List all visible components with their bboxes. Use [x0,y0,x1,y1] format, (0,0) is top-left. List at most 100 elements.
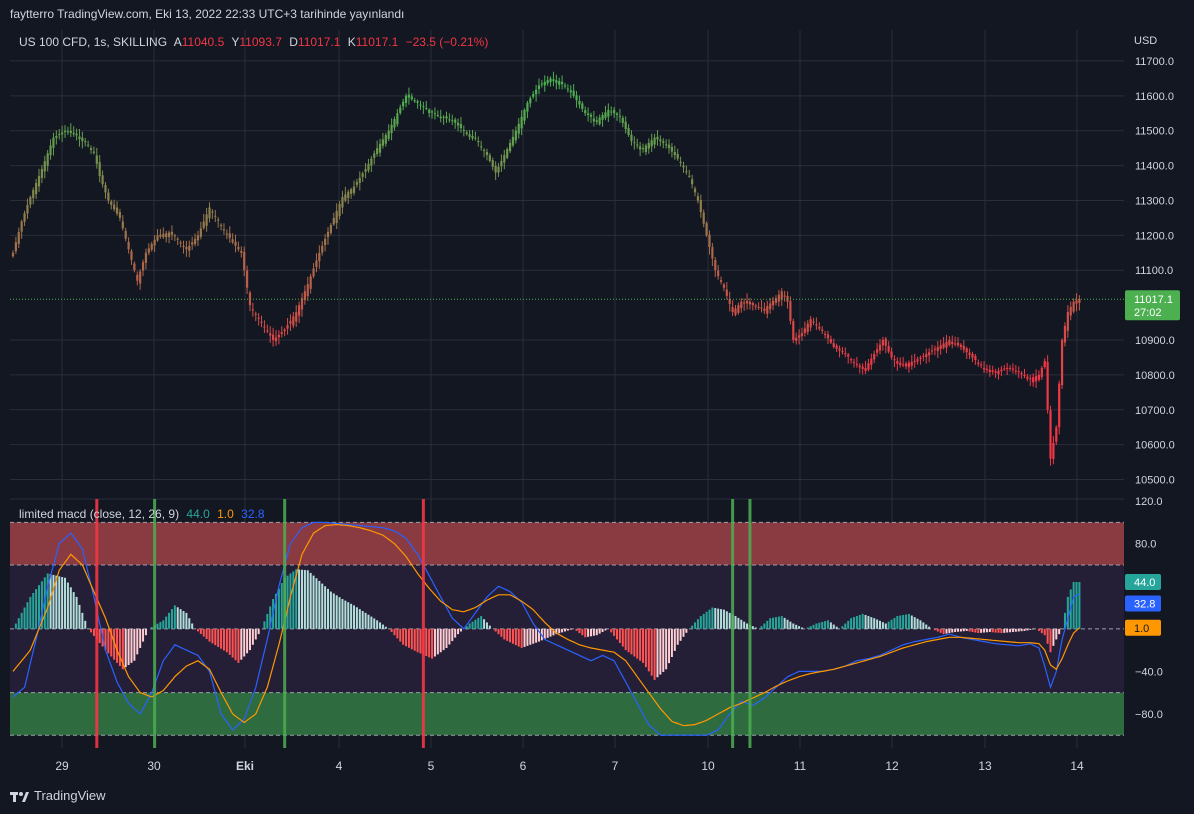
candle-body [751,302,754,306]
macd-histogram-bar [670,628,673,658]
time-tick-label: 14 [1070,759,1084,773]
macd-histogram-bar [668,628,671,664]
candle-body [468,134,471,137]
macd-histogram-bar [824,621,827,629]
macd-histogram-bar [673,628,676,651]
time-tick-label: Eki [236,759,254,773]
candle-body [636,144,639,146]
symbol-legend[interactable]: US 100 CFD, 1s, SKILLING A11040.5 Y11093… [19,35,492,49]
last-price-badge[interactable] [1125,290,1180,321]
macd-histogram-bar [1058,628,1061,635]
macd-histogram-bar [251,628,254,645]
macd-histogram-bar [231,628,234,658]
macd-histogram-bar [439,628,442,653]
low-key: D [289,35,298,49]
candle-body [384,135,387,144]
macd-histogram-bar [1040,628,1043,634]
macd-histogram-bar [965,628,968,631]
macd-histogram-bar [303,570,306,629]
macd-histogram-bar [1011,628,1014,633]
macd-histogram-bar [725,611,728,629]
indicator-legend[interactable]: limited macd (close, 12, 26, 9) 44.0 1.0… [19,507,265,521]
macd-histogram-bar [523,628,526,647]
macd-histogram-bar [332,593,335,629]
candle-body [396,113,399,125]
candle-body [26,205,29,214]
macd-histogram-bar [133,628,136,661]
signal-value-badge[interactable] [1125,619,1161,636]
macd-histogram-bar [916,618,919,629]
candle-body [743,302,746,304]
candle-body [662,141,665,143]
tradingview-footer[interactable]: TradingView [10,788,106,803]
macd-histogram-bar [497,628,500,635]
candle-body [485,151,489,156]
time-tick-label: 10 [701,759,715,773]
candle-body [511,136,515,146]
price-tick-label: 11500.0 [1135,126,1174,138]
macd-histogram-bar [962,628,965,632]
macd-value-badge[interactable] [1125,595,1161,612]
candle-body [936,346,939,352]
macd-histogram-bar [165,616,168,629]
indicator-name[interactable]: limited macd (close, 12, 26, 9) [19,507,180,521]
macd-histogram-bar [433,628,436,657]
macd-histogram-bar [488,625,491,629]
macd-histogram-bar [468,623,471,629]
candle-body [32,190,35,199]
candle-body [991,370,994,372]
macd-histogram-bar [254,628,257,640]
macd-histogram-bar [55,575,58,629]
candle-body [757,306,760,308]
macd-histogram-bar [737,617,740,629]
macd-histogram-bar [694,622,697,629]
candle-body [17,231,20,244]
signal-value-badge-label: 1.0 [1134,623,1149,635]
candle-body [558,80,561,85]
hist-value-badge[interactable] [1125,574,1161,590]
candle-body [633,142,636,144]
macd-histogram-bar [656,628,659,678]
candle-body [497,166,500,173]
candle-body [248,292,252,306]
candle-body [72,132,75,135]
candle-body [956,342,960,346]
macd-axis[interactable]: 120.0 80.0 −40.0 −80.0 44.0 32.8 1.0 [1125,496,1163,721]
macd-histogram-bar [124,628,127,668]
candle-body [136,274,139,281]
candle-body [205,214,208,226]
candle-body [1060,340,1064,385]
macd-histogram-bar [35,589,38,629]
macd-histogram-bar [347,602,350,629]
macd-histogram-bar [379,622,382,629]
candle-body [503,155,506,163]
macd-histogram-bar [205,628,208,640]
candle-body [173,235,176,237]
macd-histogram-bar [191,623,194,629]
macd-histogram-bar [286,575,289,629]
price-tick-label: 10900.0 [1135,335,1175,347]
candle-body [225,233,228,235]
macd-histogram-bar [682,628,685,637]
macd-histogram-bar [717,608,720,629]
symbol-name[interactable]: US 100 CFD, 1s, SKILLING [19,35,168,49]
macd-histogram-bar [844,623,847,629]
candle-body [861,366,864,369]
candle-body [361,173,364,177]
macd-histogram-bar [459,628,462,632]
macd-histogram-bar [243,628,246,657]
macd-histogram-bar [338,597,341,629]
price-axis[interactable]: USD 11700.0 11600.0 11500.0 11400.0 11300.0 11… [1125,35,1180,487]
candle-body [133,263,136,271]
time-axis[interactable]: 29 30 Eki 4 5 6 7 10 11 12 13 14 [55,759,1084,773]
macd-histogram-bar [156,623,159,629]
macd-histogram-bar [789,621,792,629]
candle-body [575,95,578,101]
candle-body [416,101,419,103]
macd-histogram-bar [159,622,162,629]
macd-histogram-bar [364,612,367,629]
macd-histogram-bar [786,619,789,629]
price-pane[interactable] [10,71,1124,466]
candle-body [699,200,702,213]
macd-pane[interactable] [10,499,1124,748]
